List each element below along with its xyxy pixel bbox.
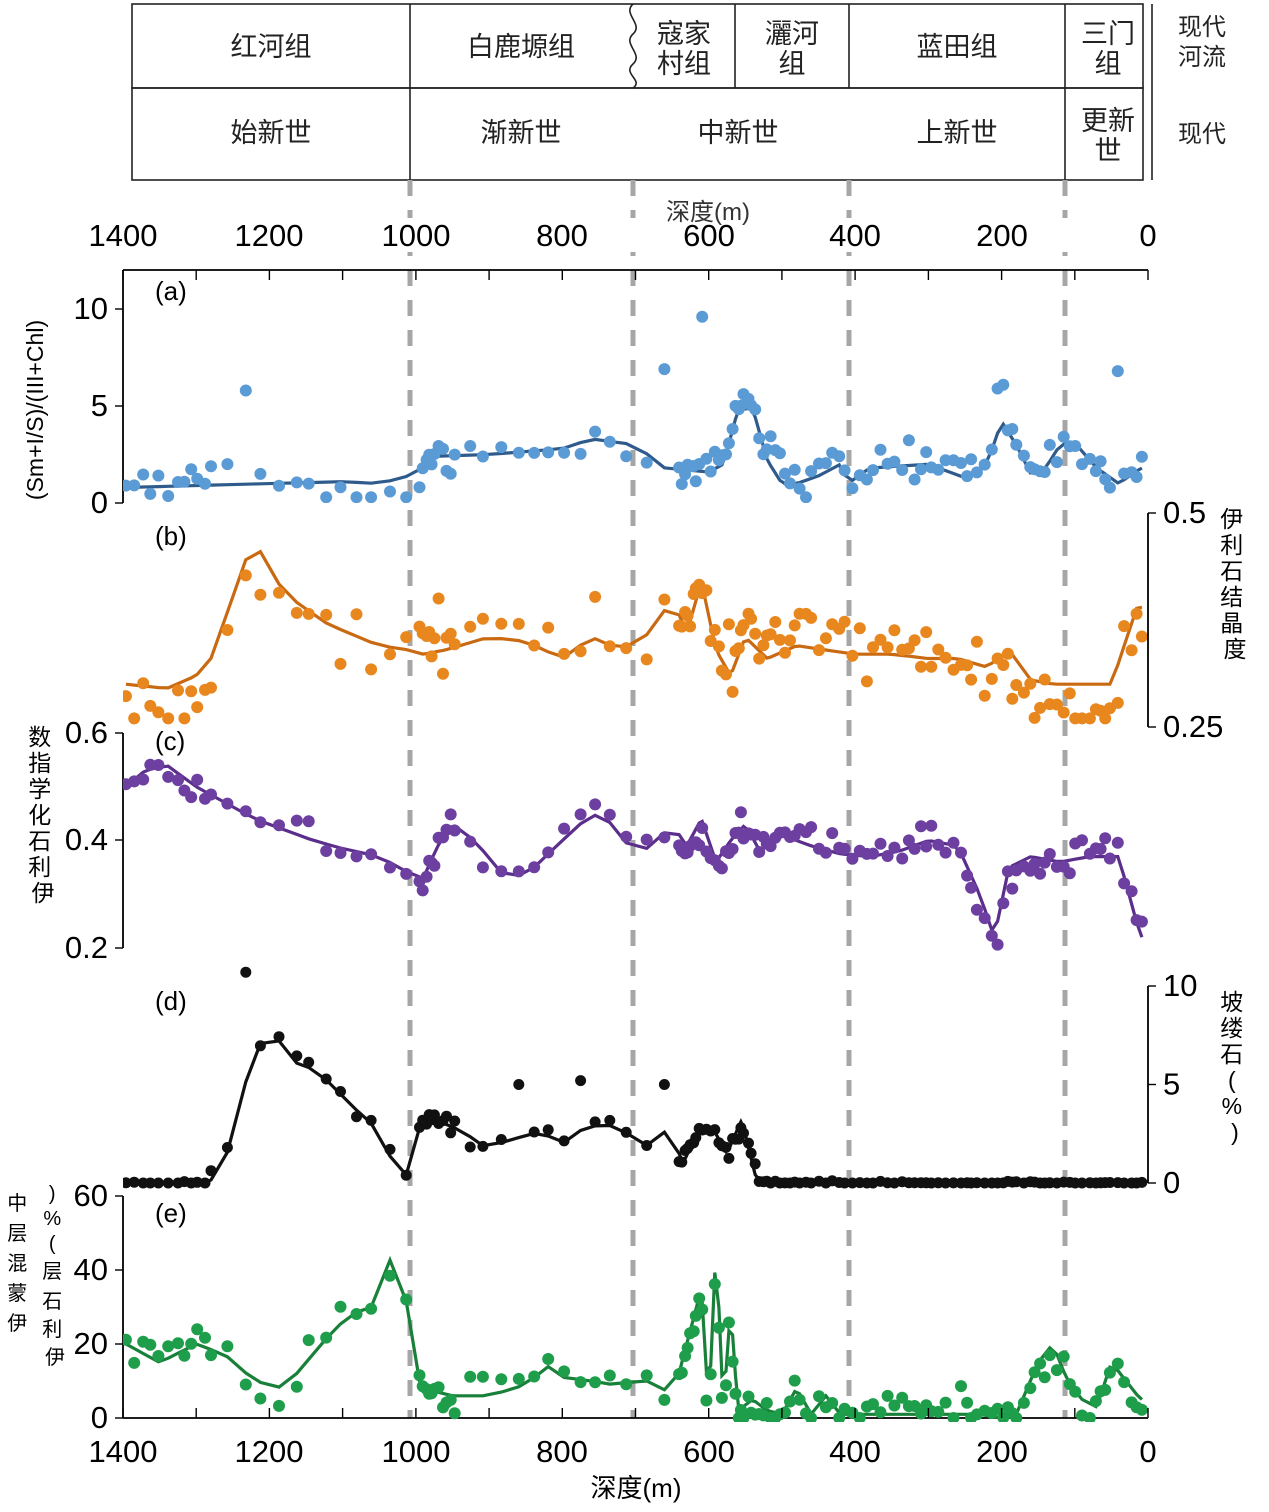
svg-text:5: 5 [91,388,108,423]
svg-text:数 指 学 化: 数 指 学 化 石 利 伊 [28,724,57,906]
svg-text:伊 利 石 结: 伊 利 石 结 晶 度 [1220,506,1249,662]
svg-text:0.6: 0.6 [65,715,108,750]
svg-text:1000: 1000 [382,1434,451,1469]
svg-text:深度(m): 深度(m) [591,1473,682,1503]
svg-text:组: 组 [1095,49,1122,79]
svg-text:0.2: 0.2 [65,930,108,965]
svg-text:河流: 河流 [1178,44,1226,71]
svg-text:40: 40 [74,1252,108,1287]
svg-text:0: 0 [91,1400,108,1435]
svg-text:(b): (b) [155,521,187,551]
svg-text:0: 0 [1139,1434,1156,1469]
svg-text:(a): (a) [155,276,187,306]
svg-text:0.5: 0.5 [1163,495,1206,530]
svg-text:60: 60 [74,1178,108,1213]
svg-text:600: 600 [683,1434,735,1469]
svg-text:红河组: 红河组 [231,32,312,62]
svg-text:中新世: 中新世 [698,118,779,148]
svg-text:10: 10 [1163,968,1197,1003]
svg-text:20: 20 [74,1326,108,1361]
svg-text:(e): (e) [155,1198,187,1228]
svg-text:渐新世: 渐新世 [481,118,562,148]
svg-text:白鹿塬组: 白鹿塬组 [467,32,575,62]
svg-text:400: 400 [829,218,881,253]
svg-text:0.4: 0.4 [65,822,108,857]
svg-text:200: 200 [976,218,1028,253]
svg-text:世: 世 [1095,136,1122,166]
svg-text:(d): (d) [155,986,187,1016]
svg-text:蓝田组: 蓝田组 [917,32,998,62]
svg-text:深度(m): 深度(m) [666,199,750,226]
svg-text:寇家: 寇家 [657,19,711,49]
svg-text:更新: 更新 [1081,106,1135,136]
svg-text:400: 400 [829,1434,881,1469]
svg-text:0.25: 0.25 [1163,709,1223,744]
svg-text:现代: 现代 [1178,14,1226,41]
svg-text:1400: 1400 [89,1434,158,1469]
svg-text:5: 5 [1163,1067,1180,1102]
svg-text:始新世: 始新世 [231,118,312,148]
svg-text:1400: 1400 [89,218,158,253]
svg-text:200: 200 [976,1434,1028,1469]
svg-text:三门: 三门 [1081,19,1135,49]
svg-text:(Sm+I/S)/(III+Chl): (Sm+I/S)/(III+Chl) [22,320,48,500]
svg-text:上新世: 上新世 [917,118,998,148]
svg-text:1200: 1200 [235,1434,304,1469]
svg-text:村组: 村组 [657,49,711,79]
svg-text:0: 0 [1139,218,1156,253]
svg-text:800: 800 [536,218,588,253]
svg-text:现代: 现代 [1178,121,1226,148]
svg-text:10: 10 [74,291,108,326]
svg-text:800: 800 [536,1434,588,1469]
svg-text:灑河: 灑河 [765,19,819,49]
svg-text:(c): (c) [155,726,185,756]
svg-text:0: 0 [1163,1165,1180,1200]
svg-text:1200: 1200 [235,218,304,253]
svg-text:1000: 1000 [382,218,451,253]
svg-text:组: 组 [779,49,806,79]
svg-text:0: 0 [91,485,108,520]
